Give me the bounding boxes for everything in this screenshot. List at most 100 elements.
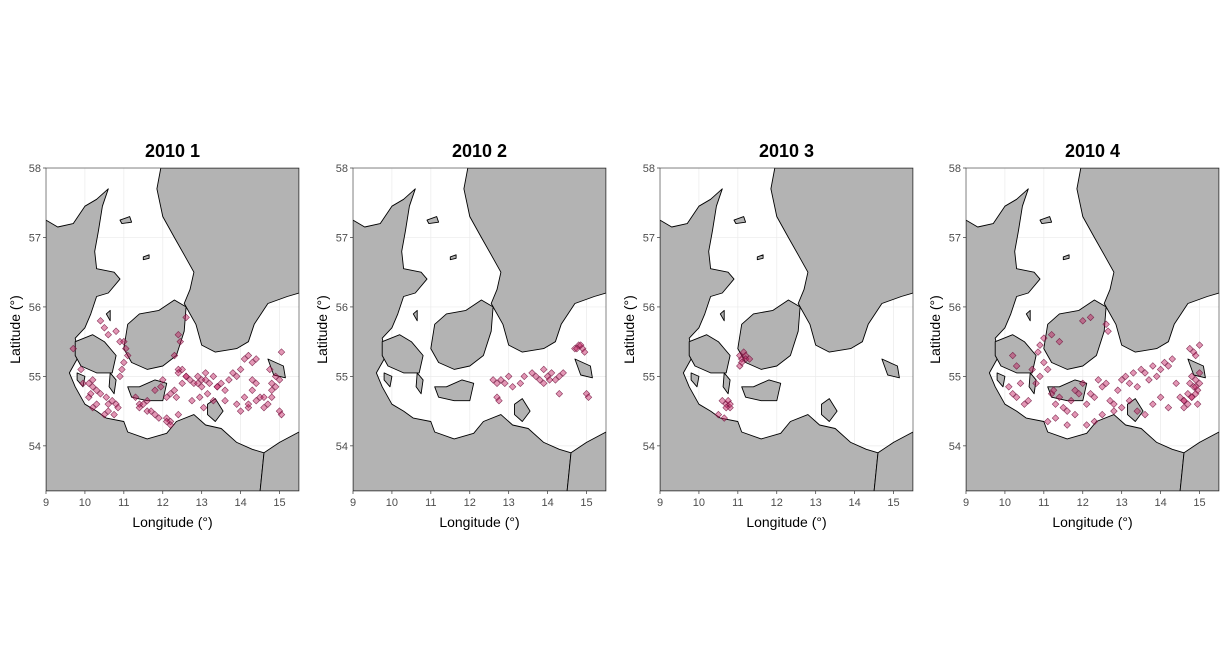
- data-point: [236, 365, 245, 374]
- land-polygon: [108, 372, 117, 395]
- data-point: [1137, 365, 1145, 374]
- data-point: [1129, 369, 1138, 377]
- data-point: [724, 396, 732, 405]
- data-point: [1047, 330, 1056, 339]
- x-tick-label: 14: [234, 497, 246, 509]
- land: [46, 168, 299, 491]
- data-point: [1094, 376, 1103, 384]
- land-polygon: [1076, 168, 1219, 353]
- map-panel-2: 9 10 11 12 13 14 15 54 55 56 57 58 2010 2 Longitude (…: [314, 141, 607, 530]
- y-tick-label: 57: [336, 232, 348, 244]
- data-point: [85, 379, 93, 388]
- land-polygon: [966, 188, 1185, 491]
- data-point: [520, 372, 528, 381]
- land-polygon: [412, 309, 418, 322]
- map-panel-4: 9 10 11 12 13 14 15 54 55 56 57 58 2010 4 Longitude (…: [927, 141, 1220, 530]
- data-point: [493, 379, 501, 388]
- land-polygon: [353, 188, 572, 491]
- y-tick-label: 55: [336, 371, 348, 383]
- x-tick-label: 15: [1193, 497, 1205, 509]
- y-tick-label: 56: [336, 302, 348, 314]
- data-point: [1075, 390, 1083, 398]
- data-point: [104, 407, 113, 415]
- data-point: [504, 372, 513, 381]
- data-point: [213, 383, 221, 391]
- data-point: [157, 383, 165, 391]
- plot-frame: [45, 167, 300, 492]
- x-tick-label: 13: [1116, 497, 1128, 509]
- data-point: [217, 379, 225, 388]
- data-point: [114, 403, 122, 412]
- panel-title: 2010 2: [452, 141, 507, 161]
- data-point: [172, 393, 181, 401]
- data-point: [1188, 393, 1196, 401]
- data-point: [174, 369, 183, 377]
- data-point: [77, 365, 85, 374]
- data-point: [178, 379, 186, 388]
- y-tick-label: 54: [29, 441, 41, 453]
- land-polygon: [566, 431, 606, 491]
- data-point: [575, 341, 583, 349]
- data-point: [1149, 362, 1157, 370]
- data-point: [508, 383, 517, 391]
- data-point: [582, 390, 591, 398]
- x-tick-label: 15: [580, 497, 592, 509]
- data-point: [736, 362, 744, 370]
- data-point: [1051, 414, 1060, 422]
- data-point: [1193, 386, 1202, 395]
- data-point: [501, 379, 509, 388]
- data-point: [1114, 386, 1122, 395]
- data-point: [1141, 369, 1149, 377]
- y-tick-label: 57: [949, 232, 961, 244]
- data-point: [543, 372, 552, 381]
- data-point: [92, 400, 101, 408]
- x-tick-label: 15: [887, 497, 899, 509]
- data-point: [578, 344, 587, 353]
- data-point: [559, 369, 567, 377]
- x-tick-label: 11: [732, 497, 743, 509]
- data-point: [1104, 327, 1112, 335]
- data-point: [1191, 383, 1200, 391]
- data-point: [124, 351, 132, 360]
- data-point: [166, 421, 175, 429]
- data-point: [221, 386, 229, 395]
- data-point: [1193, 400, 1202, 408]
- data-point: [155, 414, 163, 422]
- data-point: [108, 396, 116, 405]
- data-point: [1168, 355, 1177, 363]
- data-point: [100, 324, 109, 332]
- data-point: [225, 376, 233, 384]
- land-polygon: [142, 254, 150, 261]
- data-point: [1079, 317, 1087, 325]
- data-point: [197, 383, 206, 391]
- land-polygon: [996, 372, 1006, 388]
- data-point: [1191, 351, 1200, 360]
- x-tick-label: 13: [503, 497, 515, 509]
- data-point: [739, 348, 748, 356]
- data-point: [135, 403, 144, 412]
- data-point: [1184, 390, 1192, 398]
- plot-frame: [965, 167, 1220, 492]
- data-point: [1156, 393, 1165, 401]
- data-point: [1133, 383, 1141, 391]
- panel-title: 2010 4: [1065, 141, 1120, 161]
- data-point: [275, 376, 284, 384]
- data-point: [162, 393, 171, 401]
- y-tick-label: 56: [29, 302, 41, 314]
- x-tick-label: 13: [810, 497, 822, 509]
- data-point: [584, 393, 593, 401]
- data-point: [1188, 372, 1196, 381]
- data-point: [178, 365, 186, 374]
- data-point: [1044, 365, 1052, 374]
- data-point: [573, 344, 581, 353]
- land-polygon: [259, 431, 299, 491]
- data-point: [1020, 400, 1029, 408]
- survey-points: [69, 313, 286, 429]
- land-polygon: [449, 254, 457, 261]
- data-point: [248, 386, 257, 395]
- y-axis-label: Latitude (°): [621, 295, 637, 364]
- data-point: [1036, 372, 1044, 381]
- data-point: [536, 376, 544, 384]
- data-point: [196, 393, 204, 401]
- land-polygon: [383, 372, 393, 388]
